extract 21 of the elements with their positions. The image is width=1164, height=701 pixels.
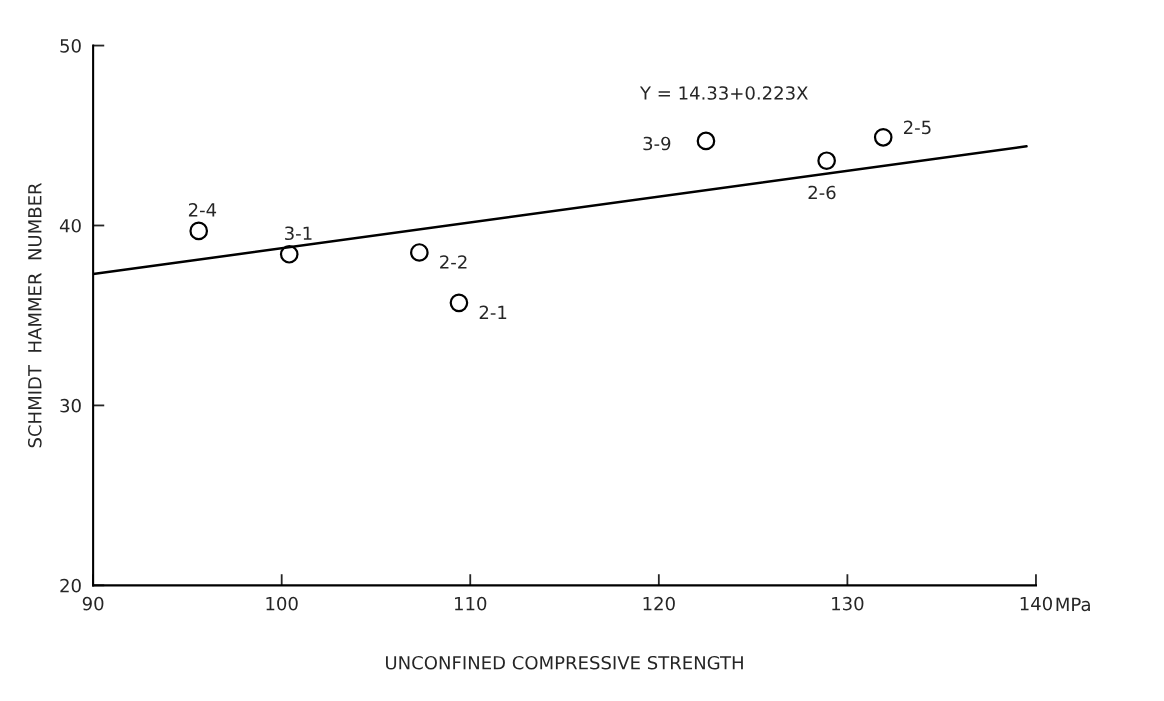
annotation: 2-5 bbox=[903, 120, 931, 135]
x-tick-label: 90 bbox=[82, 596, 104, 611]
y-tick-label: 20 bbox=[60, 578, 81, 593]
y-tick-label: 40 bbox=[59, 218, 81, 233]
y-axis-title: SCHMIDT HAMMER NUMBER bbox=[27, 182, 42, 448]
y-tick-label: 30 bbox=[60, 398, 81, 413]
x-tick-label: 100 bbox=[266, 596, 298, 611]
x-tick-label: 140 bbox=[1020, 596, 1052, 611]
annotation: Y = 14.33+0.223X bbox=[639, 86, 808, 100]
annotation: 2-6 bbox=[808, 185, 836, 200]
x-tick-label: 110 bbox=[455, 596, 487, 611]
x-tick-label: 120 bbox=[643, 596, 675, 611]
y-tick-label: 50 bbox=[60, 39, 81, 53]
x-tick-label: 130 bbox=[832, 596, 864, 611]
annotation: 3-9 bbox=[643, 136, 671, 151]
annotation: 3-1 bbox=[285, 226, 312, 241]
annotation: 2-2 bbox=[440, 255, 467, 269]
text: MPa bbox=[1056, 597, 1090, 612]
x-axis-title: UNCONFINED COMPRESSIVE STRENGTH bbox=[386, 655, 743, 670]
annotation: 2-1 bbox=[479, 305, 507, 319]
annotation: 2-4 bbox=[188, 203, 217, 217]
